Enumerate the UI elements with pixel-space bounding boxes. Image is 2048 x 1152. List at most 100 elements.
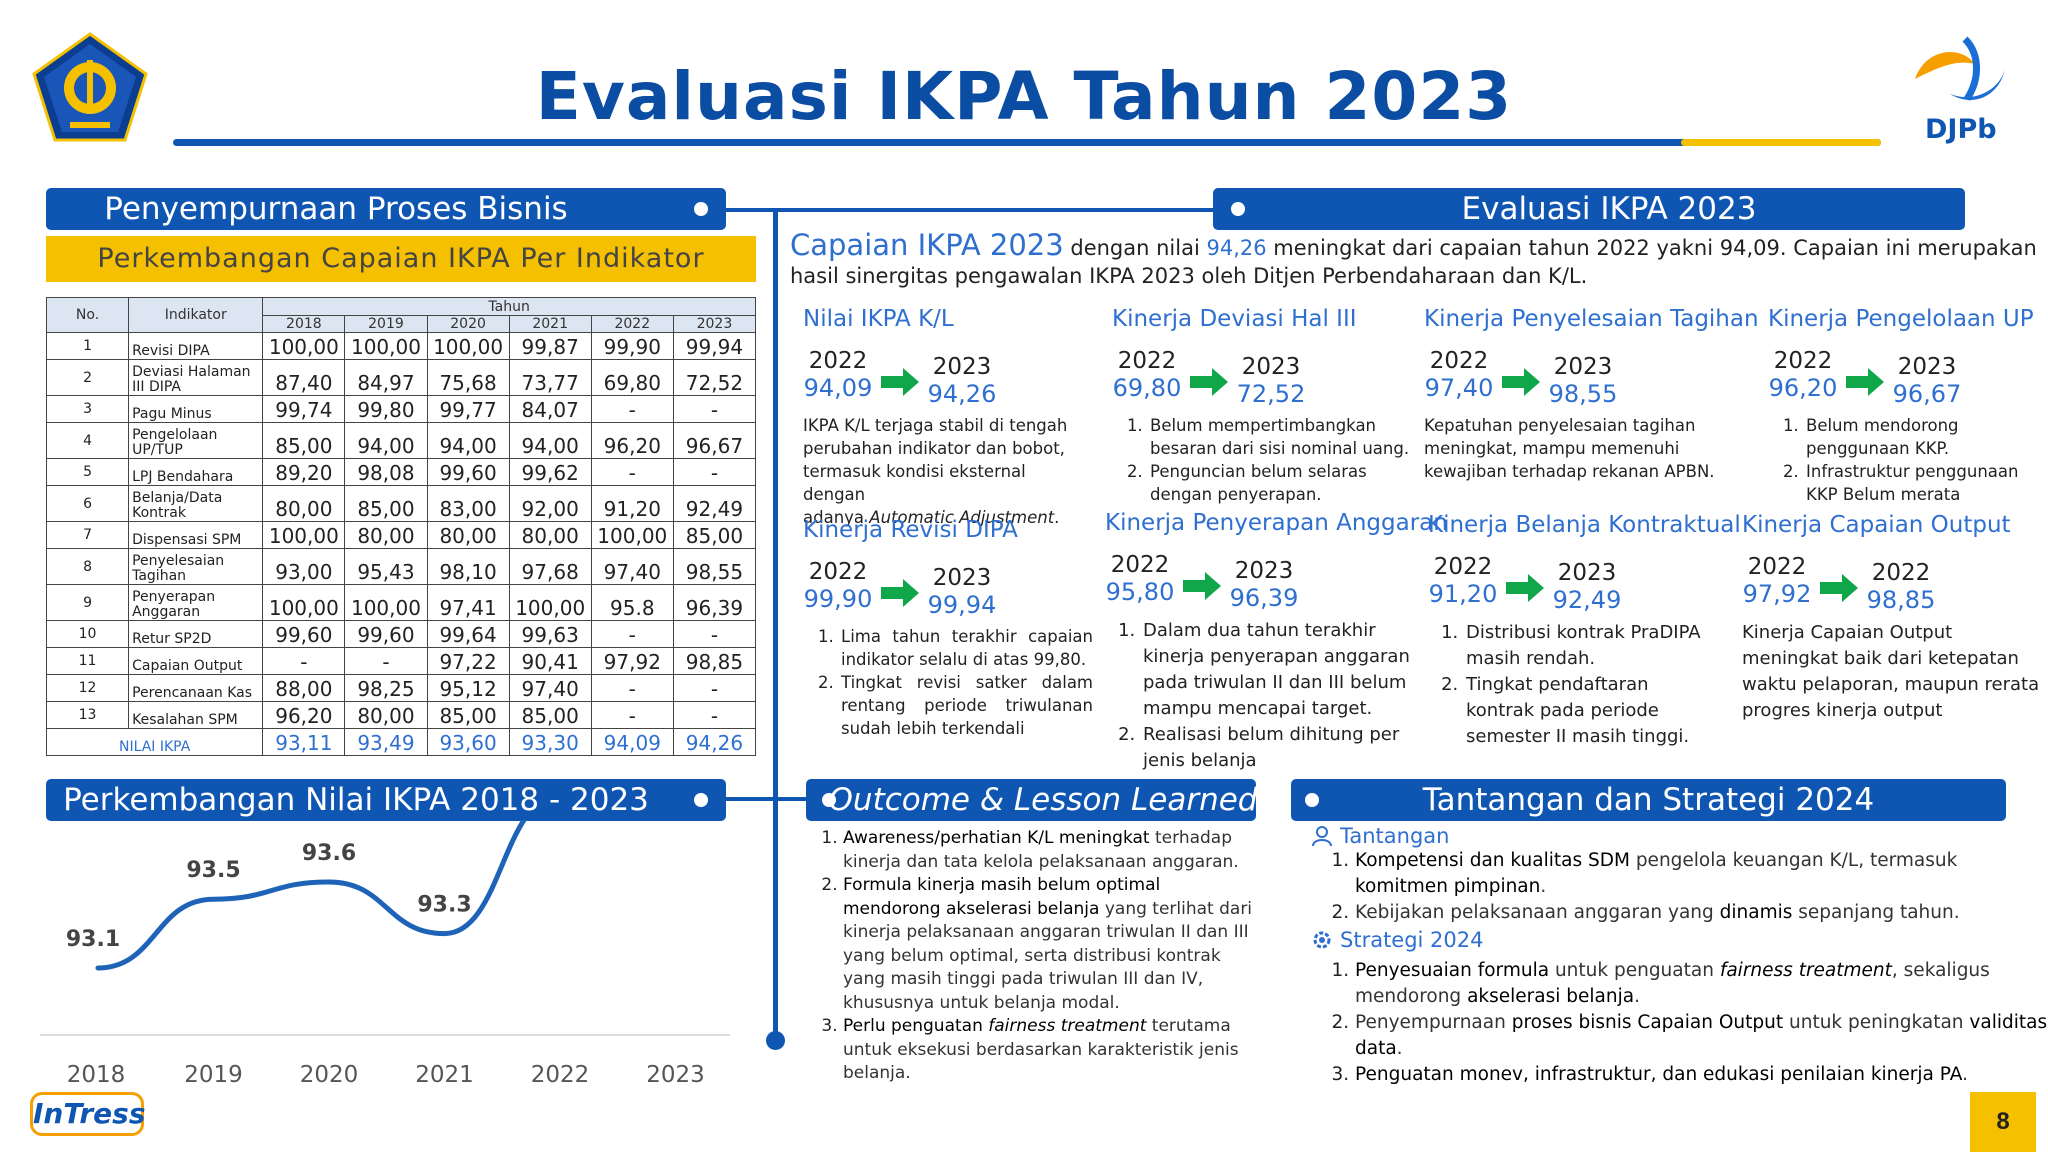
row-indikator: Pagu Minus — [128, 395, 264, 423]
kinerja-card: Kinerja Pengelolaan UP 2022 96,20 2023 96,67… — [1768, 306, 2048, 506]
row-indikator: Kesalahan SPM — [128, 701, 264, 729]
kinerja-text-line: termasuk kondisi eksternal dengan — [803, 462, 1026, 504]
row-indikator: Penyelesaian Tagihan — [128, 548, 264, 585]
row-value: 80,00 — [344, 701, 428, 729]
green-arrow-icon — [1820, 574, 1858, 602]
kinerja-title: Kinerja Penyelesaian Tagihan — [1424, 306, 1759, 332]
kinerja-comparison: 2022 96,20 2023 96,67 — [1768, 340, 2048, 408]
row-value: 93,00 — [262, 548, 346, 585]
row-no: 7 — [45, 521, 130, 549]
row-value: - — [590, 395, 674, 423]
outcome-bold: Formula kinerja masih belum optimal mend… — [843, 875, 1161, 919]
row-no: 9 — [45, 584, 130, 621]
table-title: Perkembangan Capaian IKPA Per Indikator — [46, 236, 756, 282]
kinerja-value-1: 95,80 — [1105, 578, 1175, 606]
outcome-text: terutama untuk eksekusi berdasarkan kara… — [843, 1016, 1239, 1083]
page-number: 8 — [1996, 1108, 2010, 1135]
row-value: 100,00 — [590, 521, 674, 549]
kinerja-value-1: 91,20 — [1428, 580, 1498, 608]
strategi-list: Penyesuaian formula untuk penguatan fair… — [1310, 958, 2048, 1088]
row-value: 72,52 — [672, 359, 757, 396]
row-value: 99,63 — [508, 620, 592, 648]
row-value: 100,00 — [262, 521, 346, 549]
kinerja-text: Kepatuhan penyelesaian tagihan meningkat… — [1424, 416, 1715, 481]
table-row: 12 Perencanaan Kas 88,00 98,25 95,12 97,40- - — [45, 674, 757, 702]
strategi-segment: Penguatan monev, infrastruktur, dan eduk… — [1355, 1064, 1963, 1085]
row-value: 69,80 — [590, 359, 674, 396]
kinerja-value-1: 69,80 — [1112, 374, 1182, 402]
row-value: 91,20 — [590, 485, 674, 522]
row-value: 99,60 — [262, 620, 346, 648]
kinerja-title: Kinerja Penyerapan Anggaran — [1105, 510, 1448, 536]
tantangan-segment: . — [1540, 876, 1547, 897]
col-header-no: No. — [45, 297, 130, 333]
row-value: 99,80 — [344, 395, 428, 423]
header-dot — [1231, 202, 1245, 216]
table-row: 1 Revisi DIPA 100,00 100,00 100,00 99,87 99,90… — [45, 332, 757, 360]
row-value: 95.8 — [590, 584, 674, 621]
ikpa-indicator-table-wrap: No. Indikator Tahun 2018 2019 2020 2021 2022… — [45, 297, 757, 756]
kinerja-comparison: 2022 95,80 2023 96,39 — [1105, 544, 1415, 612]
row-value: 96,20 — [590, 422, 674, 459]
tantangan-label: Tantangan — [1340, 824, 1450, 848]
kinerja-year-1: 2022 — [808, 348, 868, 374]
row-value: 97,41 — [426, 584, 510, 621]
outcome-header-label: Outcome & Lesson Learned — [828, 782, 1258, 818]
row-value: 85,00 — [508, 701, 592, 729]
row-value: 88,00 — [262, 674, 346, 702]
x-tick-label: 2020 — [300, 1062, 359, 1088]
row-value: - — [262, 647, 346, 675]
djpb-logo-text: DJPb — [1925, 114, 1997, 145]
kinerja-card: Kinerja Capaian Output 2022 97,92 2022 98,85… — [1742, 512, 2042, 724]
row-no: 10 — [45, 620, 130, 648]
row-value: 90,41 — [508, 647, 592, 675]
row-value: - — [672, 701, 757, 729]
row-no: 2 — [45, 359, 130, 396]
row-value: 99,60 — [426, 458, 510, 486]
evaluasi-header-label: Evaluasi IKPA 2023 — [1461, 191, 1757, 227]
year-header: 2022 — [590, 315, 674, 333]
table-row: 4 Pengelolaan UP/TUP 85,00 94,00 94,00 94,00 9… — [45, 422, 757, 459]
green-arrow-icon — [881, 368, 919, 396]
connector-top — [720, 208, 1220, 212]
kinerja-title: Kinerja Revisi DIPA — [803, 517, 1018, 543]
row-value: 84,07 — [508, 395, 592, 423]
kinerja-value-1: 97,40 — [1424, 374, 1494, 402]
kinerja-note: Belum mendorong penggunaan KKP. — [1804, 414, 2048, 460]
kinerja-text-italic: Automatic Adjustment — [869, 508, 1055, 527]
intro-paragraph: Capaian IKPA 2023 dengan nilai 94,26 men… — [790, 228, 2037, 288]
row-value: - — [672, 620, 757, 648]
row-value: 87,40 — [262, 359, 346, 396]
kinerja-year-2: 2023 — [1234, 558, 1294, 584]
row-value: - — [590, 674, 674, 702]
kinerja-note: Dalam dua tahun terakhir kinerja penyera… — [1141, 618, 1415, 722]
kinerja-year-1: 2022 — [1110, 552, 1170, 578]
row-value: 75,68 — [426, 359, 510, 396]
intress-logo-text: InTress — [33, 1097, 146, 1130]
header-dot — [1305, 793, 1319, 807]
kinerja-card: Kinerja Belanja Kontraktual 2022 91,20 2023… — [1428, 512, 1741, 750]
strategi-segment: akselerasi belanja — [1467, 986, 1635, 1007]
row-no: 4 — [45, 422, 130, 459]
outcome-text: yang terlihat dari kinerja pelaksanaan a… — [843, 898, 1253, 1013]
kinerja-title: Kinerja Capaian Output — [1742, 512, 2011, 538]
title-underline-accent — [1681, 139, 1881, 146]
col-header-tahun: Tahun — [262, 297, 756, 316]
kinerja-text-line: adanya — [803, 508, 870, 527]
kinerja-text: IKPA K/L terjaga stabil di tengah perubah… — [803, 414, 1093, 529]
strategi-segment: . — [1962, 1064, 1968, 1085]
kinerja-value-2: 94,26 — [927, 380, 997, 408]
kinerja-notes: Distribusi kontrak PraDIPA masih rendah.… — [1428, 620, 1718, 750]
nilai-ikpa-value: 94,26 — [672, 728, 757, 756]
row-value: 100,00 — [344, 584, 428, 621]
strategi-segment: . — [1396, 1038, 1403, 1059]
strategi-header-label: Tantangan dan Strategi 2024 — [1422, 782, 1875, 818]
header-dot — [822, 793, 836, 807]
kinerja-text: Kinerja Capaian Output meningkat baik da… — [1742, 622, 2040, 721]
row-value: 99,64 — [426, 620, 510, 648]
row-value: 73,77 — [508, 359, 592, 396]
row-value: 99,87 — [508, 332, 592, 360]
row-value: 92,00 — [508, 485, 592, 522]
kinerja-year-1: 2022 — [1117, 348, 1177, 374]
row-value: 100,00 — [426, 332, 510, 360]
